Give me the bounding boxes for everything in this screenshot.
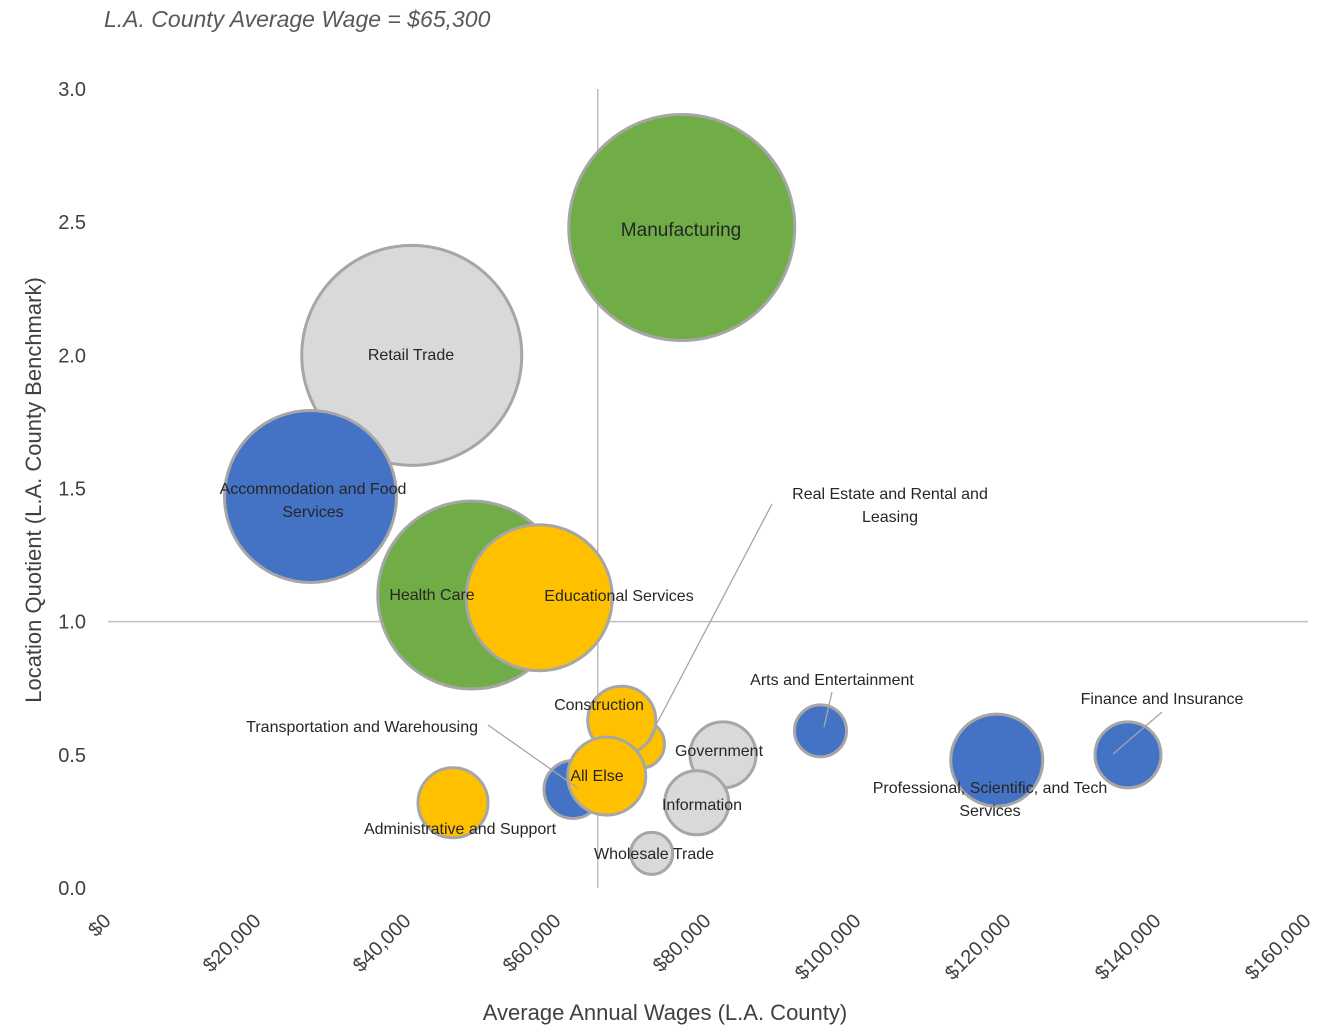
- data-label: Retail Trade: [368, 347, 454, 364]
- chart-subtitle: L.A. County Average Wage = $65,300: [104, 6, 491, 32]
- x-tick-label: $80,000: [649, 910, 716, 977]
- bubble-finance-and-insurance: [1093, 720, 1163, 790]
- bubble-wholesale-trade: [629, 830, 675, 876]
- x-tick-label: $140,000: [1091, 910, 1166, 985]
- leader-line: [823, 691, 833, 728]
- data-label: Leasing: [862, 509, 918, 526]
- y-tick-label: 0.5: [58, 745, 86, 767]
- leader-line: [487, 724, 580, 790]
- x-tick-label: $100,000: [791, 910, 866, 985]
- data-label: Services: [959, 803, 1020, 820]
- y-tick-label: 2.0: [58, 345, 86, 367]
- y-tick-label: 1.0: [58, 612, 86, 634]
- data-label: Wholesale Trade: [594, 846, 714, 863]
- data-label: Information: [662, 797, 742, 814]
- bubble-all-else: [566, 735, 648, 817]
- data-label: Finance and Insurance: [1081, 691, 1244, 708]
- bubble-series: [223, 112, 1163, 876]
- x-axis-title: Average Annual Wages (L.A. County): [482, 1000, 848, 1025]
- data-label: Transportation and Warehousing: [246, 719, 478, 736]
- data-label: Arts and Entertainment: [750, 672, 914, 689]
- bubble-accommodation-and-food-services: [223, 408, 398, 584]
- y-tick-label: 1.5: [58, 479, 86, 501]
- y-axis-title: Location Quotient (L.A. County Benchmark…: [21, 277, 46, 703]
- x-tick-label: $160,000: [1241, 910, 1316, 985]
- x-tick-label: $20,000: [199, 910, 266, 977]
- bubble-manufacturing: [567, 112, 797, 342]
- x-tick-label: $120,000: [941, 910, 1016, 985]
- bubble-retail-trade: [300, 243, 524, 467]
- y-tick-label: 2.5: [58, 212, 86, 234]
- bubble-educational-services: [464, 523, 614, 673]
- data-label: Health Care: [389, 587, 474, 604]
- data-label: Real Estate and Rental and: [792, 486, 988, 503]
- leader-lines: [487, 503, 1163, 790]
- data-label: Accommodation and Food: [220, 481, 407, 498]
- leader-line: [1112, 711, 1163, 755]
- x-tick-label: $0: [84, 910, 115, 941]
- y-axis-ticks: 0.0 0.5 1.0 1.5 2.0 2.5 3.0: [58, 79, 86, 900]
- data-label: Professional, Scientific, and Tech: [873, 780, 1108, 797]
- y-tick-label: 0.0: [58, 878, 86, 900]
- leader-line: [644, 503, 773, 747]
- bubble-professional-scientific-and-tech-services: [949, 712, 1045, 808]
- data-label: Construction: [554, 697, 644, 714]
- x-tick-label: $40,000: [349, 910, 416, 977]
- data-label: Manufacturing: [621, 220, 741, 241]
- data-label: Administrative and Support: [364, 821, 557, 838]
- data-label: Educational Services: [544, 588, 693, 605]
- y-tick-label: 3.0: [58, 79, 86, 101]
- bubble-arts-and-entertainment: [793, 703, 848, 759]
- data-label: Government: [675, 743, 764, 760]
- x-tick-label: $60,000: [499, 910, 566, 977]
- bubble-information: [663, 769, 731, 837]
- x-axis-ticks: $0 $20,000 $40,000 $60,000 $80,000 $100,000 $1…: [84, 910, 1315, 985]
- bubble-administrative-and-support: [416, 766, 490, 840]
- data-label: All Else: [570, 768, 623, 785]
- data-labels: Manufacturing Retail Trade Accommodation a…: [220, 220, 1244, 863]
- data-label: Services: [282, 504, 343, 521]
